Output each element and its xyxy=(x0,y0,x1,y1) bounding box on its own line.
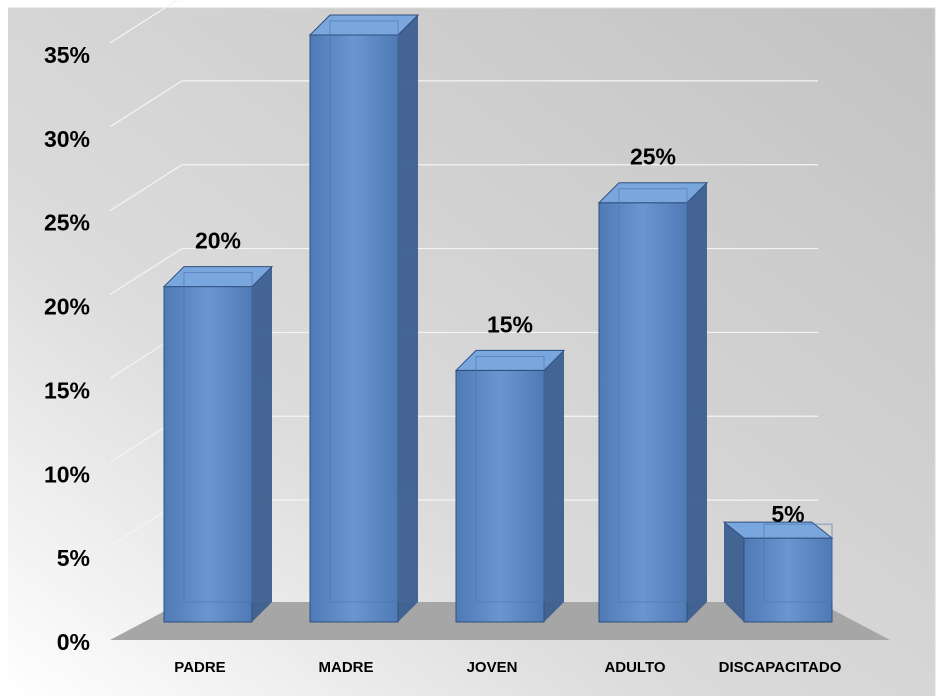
bar-top-face xyxy=(597,182,709,204)
data-label: 35% xyxy=(341,0,387,2)
x-category-label: PADRE xyxy=(174,659,225,676)
bar-top-face xyxy=(454,349,566,371)
y-tick-label: 20% xyxy=(44,294,90,320)
x-category-label: JOVEN xyxy=(467,659,518,676)
data-labels: 20% 35% 15% 25% 5% xyxy=(195,0,805,527)
x-category-label: MADRE xyxy=(319,659,374,676)
gridline-side xyxy=(109,248,183,296)
data-label: 20% xyxy=(195,228,241,254)
gridline-side xyxy=(109,0,179,44)
y-tick-label: 0% xyxy=(57,629,90,655)
bar-front-face xyxy=(455,369,545,623)
y-tick-label: 10% xyxy=(44,461,90,487)
bar-front-face xyxy=(598,202,688,623)
y-tick-label: 30% xyxy=(44,126,90,152)
bar-joven xyxy=(454,349,566,623)
bar-inner-edge xyxy=(183,272,253,603)
y-tick-label: 35% xyxy=(44,42,90,68)
bar-side-face xyxy=(252,266,272,622)
bar-top-face xyxy=(722,521,834,539)
bar-front-face xyxy=(743,537,833,623)
y-tick-label: 15% xyxy=(44,377,90,403)
bar-top-face xyxy=(162,266,274,288)
data-label: 5% xyxy=(771,501,804,527)
bar-inner-edge xyxy=(475,355,545,603)
x-category-label: ADULTO xyxy=(604,659,665,676)
bar-side-face xyxy=(544,350,564,622)
bar-madre xyxy=(308,14,420,623)
bar-inner-edge xyxy=(763,523,833,603)
bar-side-face xyxy=(724,522,744,622)
bars xyxy=(162,14,834,623)
bar-discapacitado xyxy=(722,521,834,623)
bar-top-face xyxy=(308,14,420,36)
y-axis: 0% 5% 10% 15% 20% 25% 30% 35% xyxy=(44,42,90,655)
bar-adulto xyxy=(597,182,709,623)
x-axis: PADRE MADRE JOVEN ADULTO DISCAPACITADO xyxy=(174,659,841,676)
x-category-label: DISCAPACITADO xyxy=(719,659,842,676)
bar-inner-edge xyxy=(329,20,399,603)
bar-front-face xyxy=(309,34,399,623)
y-tick-label: 25% xyxy=(44,210,90,236)
bar-inner-edge xyxy=(618,188,688,603)
bar-front-face xyxy=(163,286,253,623)
data-label: 15% xyxy=(487,311,533,337)
bar-padre xyxy=(162,266,274,623)
bar-side-face xyxy=(687,182,707,622)
y-tick-label: 5% xyxy=(57,545,90,571)
data-label: 25% xyxy=(630,144,676,170)
gridline-side xyxy=(109,164,183,212)
bar-side-face xyxy=(398,15,418,622)
gridline-side xyxy=(109,80,183,128)
